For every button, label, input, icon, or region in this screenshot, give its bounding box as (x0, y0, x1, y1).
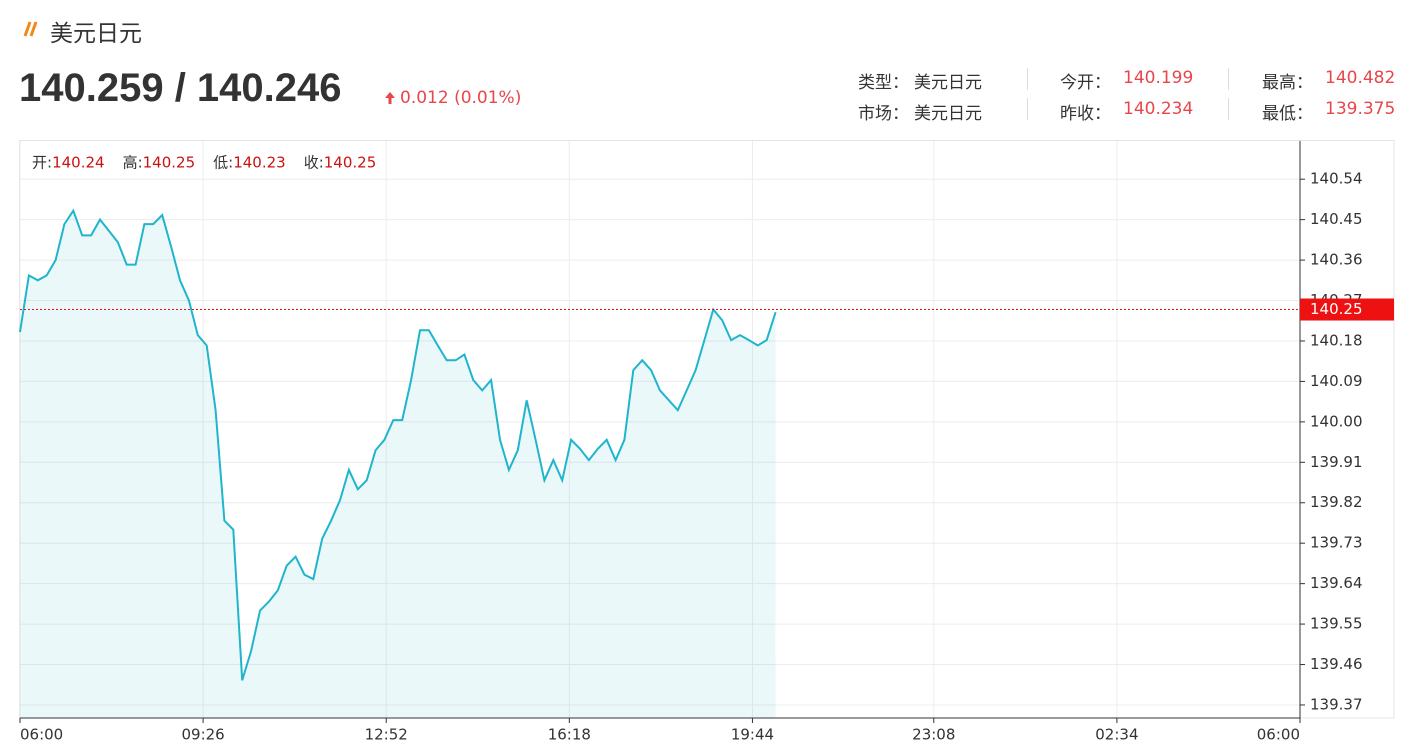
y-tick-label: 140.36 (1310, 251, 1363, 269)
x-tick-label: 06:00 (1257, 726, 1300, 744)
x-tick-label: 09:26 (181, 726, 224, 744)
y-tick-label: 140.18 (1310, 331, 1363, 349)
y-tick-label: 140.54 (1310, 170, 1363, 188)
ohlc-label: 低: (213, 154, 233, 172)
x-tick-label: 23:08 (912, 726, 955, 744)
y-tick-label: 139.82 (1310, 493, 1363, 511)
ohlc-label: 开: (32, 154, 52, 172)
info-value: 140.234 (1123, 99, 1194, 119)
ohlc-value: 140.23 (233, 154, 286, 172)
info-value: 美元日元 (914, 73, 982, 93)
line (19, 208, 777, 681)
ohlc-label: 收: (304, 154, 324, 172)
ohlc-value: 140.25 (143, 154, 196, 172)
x-tick-label: 12:52 (365, 726, 408, 744)
separator (1228, 68, 1229, 90)
info-value: 140.199 (1123, 68, 1194, 88)
y-tick-label: 139.91 (1310, 453, 1363, 471)
y-tick-label: 139.46 (1310, 655, 1363, 673)
current-price-box (1300, 298, 1394, 321)
x-tick-label: 02:34 (1095, 726, 1138, 744)
info-value: 139.375 (1325, 99, 1396, 119)
title: 美元日元 (50, 21, 142, 47)
price-change: 0.012 (0.01%) (400, 88, 522, 108)
price: 140.259 / 140.246 (19, 66, 342, 110)
separator (1228, 98, 1229, 120)
info-label: 今开： (1060, 73, 1111, 93)
ohlc-value: 140.25 (324, 154, 377, 172)
separator (1027, 98, 1028, 120)
y-tick-label: 140.00 (1310, 412, 1363, 430)
y-tick-label: 139.55 (1310, 615, 1363, 633)
y-tick-label: 140.45 (1310, 210, 1363, 228)
info-label: 类型： (858, 73, 909, 93)
info-value: 140.482 (1325, 68, 1396, 88)
x-tick-label: 19:44 (731, 726, 774, 744)
separator (1027, 68, 1028, 90)
y-tick-label: 139.64 (1310, 574, 1363, 592)
ohlc-value: 140.24 (52, 154, 105, 172)
info-label: 昨收： (1060, 104, 1111, 124)
x-tick-label: 16:18 (548, 726, 591, 744)
ohlc-label: 高: (123, 154, 143, 172)
logo (23, 21, 38, 37)
info-label: 市场： (858, 104, 909, 124)
up-arrow (385, 92, 395, 104)
info-label: 最低： (1262, 104, 1313, 124)
y-tick-label: 139.73 (1310, 534, 1363, 552)
y-tick-label: 139.37 (1310, 695, 1363, 713)
current-price-label: 140.25 (1310, 300, 1363, 318)
y-tick-label: 140.09 (1310, 372, 1363, 390)
area (20, 210, 776, 718)
x-tick-label: 06:00 (20, 726, 63, 744)
info-label: 最高： (1262, 73, 1313, 93)
info-value: 美元日元 (914, 104, 982, 124)
